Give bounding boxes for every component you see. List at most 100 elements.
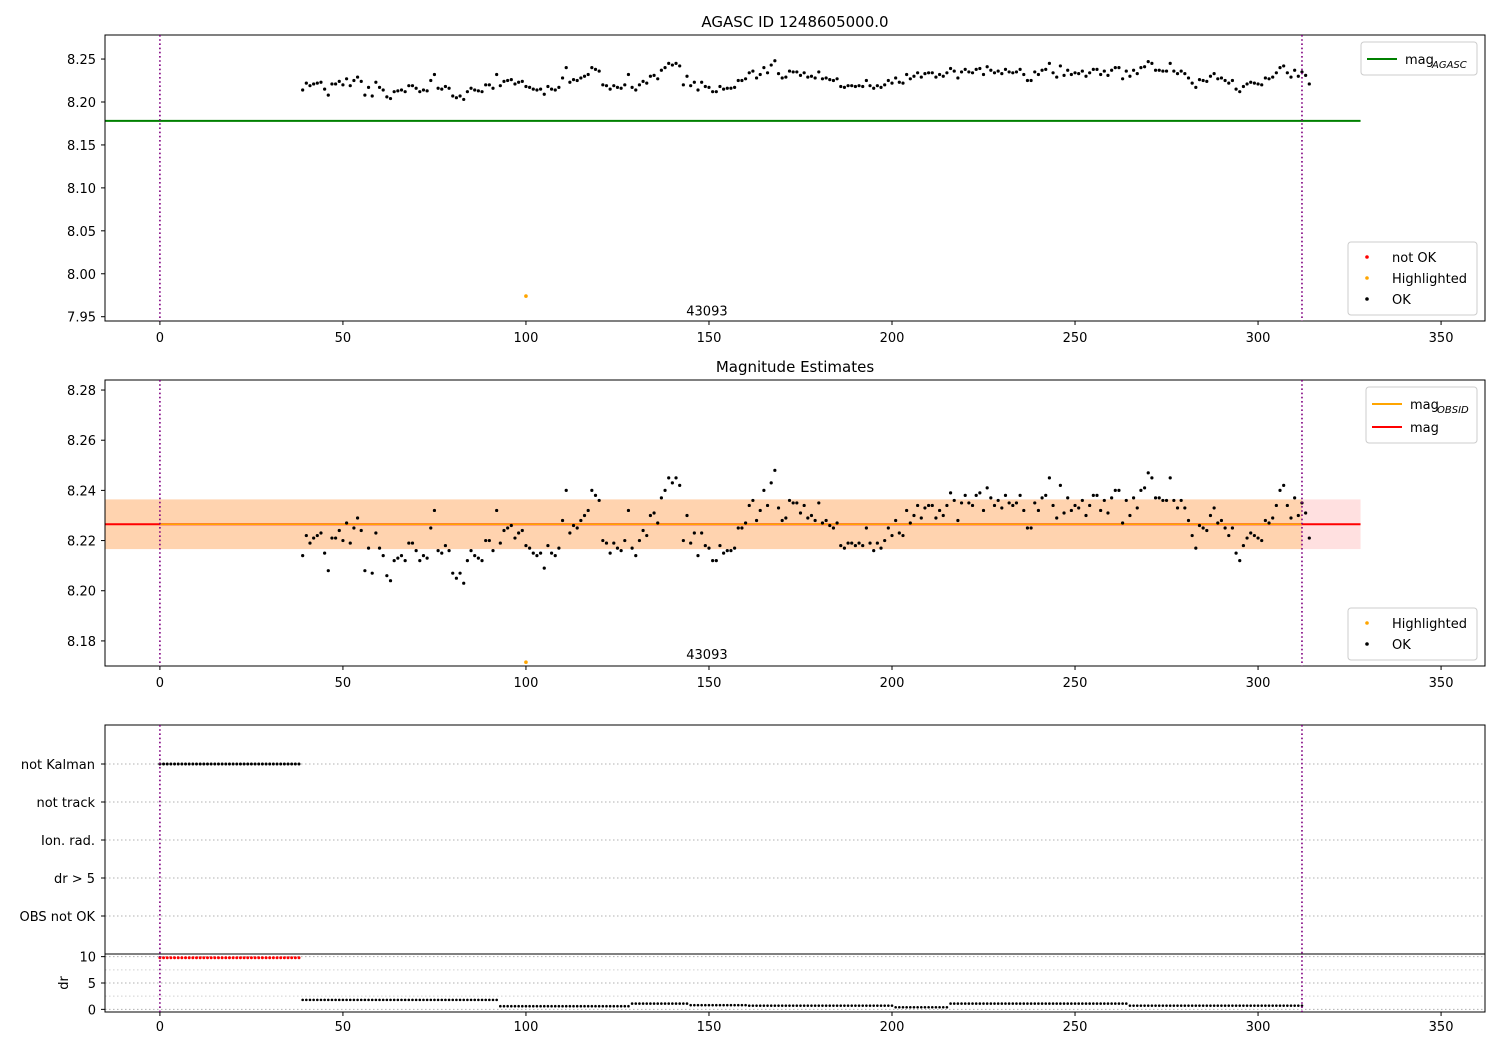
y-tick-label: 8.28 <box>67 384 96 399</box>
ok-point <box>820 77 825 81</box>
dr-not-ok-point <box>264 956 268 960</box>
flag-point <box>293 762 297 766</box>
ok-point <box>414 86 418 90</box>
dr-ok-point <box>466 998 469 1002</box>
ok-point <box>645 81 649 85</box>
ok-point <box>996 498 1000 503</box>
dr-ok-point <box>524 1004 528 1008</box>
ok-point <box>1274 503 1278 508</box>
dr-x-tick-label: 250 <box>1063 1020 1088 1035</box>
ok-point <box>549 87 554 91</box>
dr-ok-point <box>425 998 429 1002</box>
ok-point <box>586 508 590 513</box>
dr-y-axis: 0 5 10 <box>79 951 105 1018</box>
ok-point <box>1000 506 1004 510</box>
ok-point <box>916 71 920 75</box>
dr-ok-point <box>345 998 348 1002</box>
flag-point <box>213 762 217 766</box>
ok-point <box>857 84 861 88</box>
ok-point <box>1230 526 1235 530</box>
dr-ok-point <box>865 1004 868 1007</box>
dr-ok-point <box>370 998 374 1002</box>
ok-point <box>1197 78 1202 82</box>
flag-point <box>198 762 202 766</box>
dr-ok-point <box>535 1004 539 1008</box>
ok-point <box>1113 66 1117 70</box>
ok-point <box>1142 65 1147 69</box>
dr-not-ok-point <box>173 956 177 960</box>
ok-point <box>1179 498 1183 503</box>
ok-point <box>615 85 620 89</box>
ok-point <box>663 488 667 492</box>
dr-ok-point <box>1110 1002 1113 1005</box>
ok-point <box>484 83 488 87</box>
ok-point <box>784 516 788 520</box>
ok-point <box>1205 79 1209 83</box>
ok-point <box>974 493 978 498</box>
dr-ok-point <box>788 1004 791 1007</box>
dr-ok-point <box>462 998 466 1002</box>
ok-point <box>795 70 799 74</box>
flag-point <box>231 762 235 766</box>
ok-point <box>487 83 491 87</box>
ok-point <box>502 528 506 533</box>
ok-point <box>1099 72 1103 77</box>
ok-point <box>1190 81 1194 85</box>
ok-point <box>1252 533 1256 538</box>
ok-point <box>1238 559 1242 563</box>
dr-ok-point <box>671 1002 674 1005</box>
ok-point <box>1234 87 1238 91</box>
dr-ok-point <box>887 1004 890 1007</box>
ok-point <box>1252 81 1256 85</box>
ok-point <box>337 528 341 533</box>
flag-point <box>169 762 173 766</box>
ok-point <box>1186 76 1191 80</box>
dr-not-ok-point <box>224 956 228 960</box>
dr-ok-point <box>367 998 370 1002</box>
ok-point <box>1033 70 1037 74</box>
ok-point <box>835 521 839 525</box>
ok-point <box>1153 496 1158 500</box>
ok-point <box>1153 68 1158 72</box>
ok-point <box>648 74 653 78</box>
ok-point <box>304 81 308 85</box>
ok-point <box>1135 506 1139 510</box>
dr-panel: 0 50 100 150 200 250 300 350 0 5 10 dr <box>57 951 1486 1035</box>
ok-point <box>923 72 927 76</box>
ok-point <box>798 511 803 515</box>
dr-ok-point <box>714 1003 718 1007</box>
flag-point <box>286 762 290 766</box>
dr-x-tick-label: 0 <box>156 1020 164 1035</box>
dr-ok-point <box>711 1003 714 1007</box>
dr-ok-point <box>751 1004 755 1007</box>
y-tick-label: 8.18 <box>67 635 96 650</box>
dr-ok-point <box>850 1004 854 1007</box>
dr-ok-point <box>985 1002 989 1005</box>
ok-point <box>1110 496 1114 500</box>
flag-point <box>173 762 177 766</box>
dr-x-tick-label: 200 <box>880 1020 905 1035</box>
ok-point <box>619 86 623 90</box>
flag-label: Ion. rad. <box>41 834 95 849</box>
x-tick-label: 50 <box>335 331 352 346</box>
dr-not-ok-point <box>213 956 217 960</box>
dr-not-ok-point <box>209 956 213 960</box>
ok-point <box>323 87 327 91</box>
ok-point <box>506 526 510 530</box>
dr-ok-point <box>1238 1004 1242 1007</box>
ok-point <box>315 81 319 85</box>
dr-ok-point <box>663 1002 667 1005</box>
ok-point <box>729 86 733 90</box>
ok-point <box>608 87 612 91</box>
dr-ok-point <box>594 1004 597 1008</box>
dr-ok-point <box>1264 1004 1267 1007</box>
ok-point <box>506 78 510 83</box>
dr-ok-point <box>605 1004 608 1008</box>
flag-point <box>271 762 275 766</box>
ok-point <box>1234 551 1238 555</box>
ok-point <box>301 554 305 558</box>
dr-ok-point <box>1194 1004 1198 1007</box>
dr-ok-point <box>967 1002 971 1005</box>
